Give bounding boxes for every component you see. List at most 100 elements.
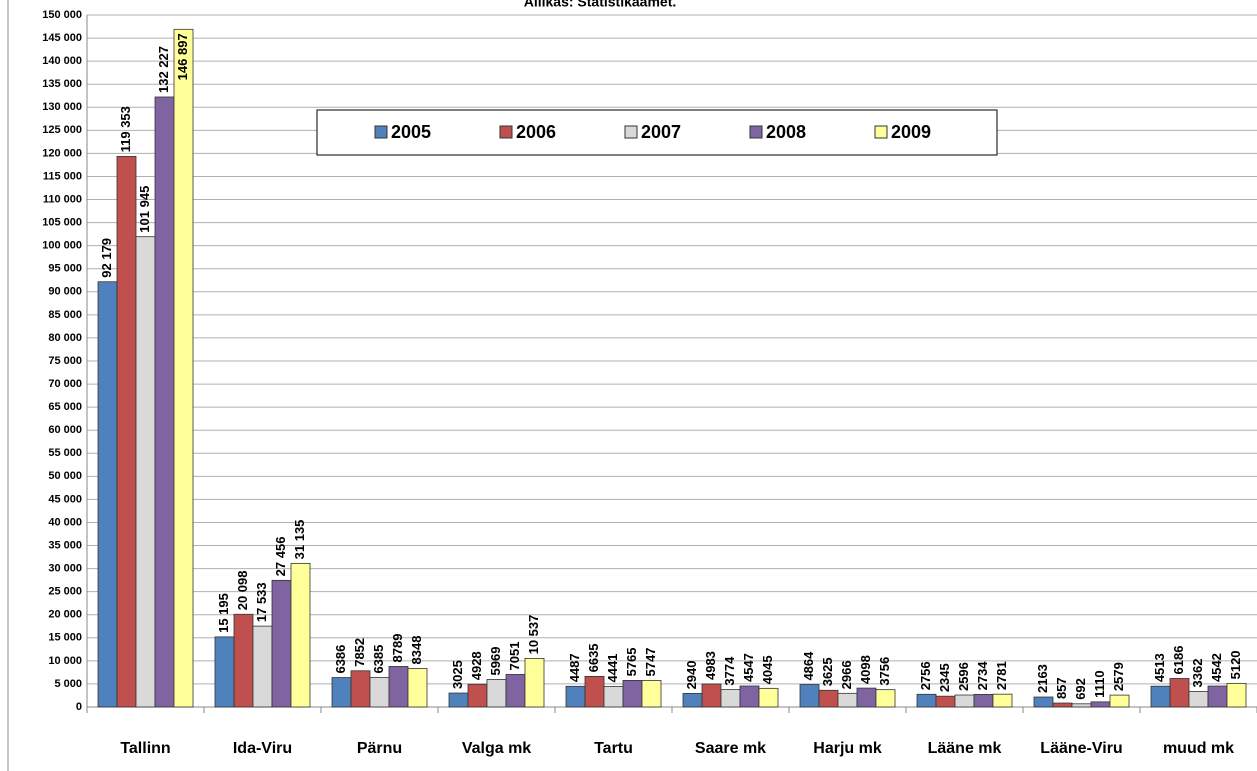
y-tick-label: 105 000 — [42, 217, 82, 229]
data-label: 7852 — [352, 638, 367, 667]
bar — [758, 687, 779, 708]
bar — [992, 693, 1013, 708]
bar — [641, 680, 662, 708]
bar — [584, 675, 605, 708]
data-label: 4513 — [1152, 653, 1167, 682]
bar — [97, 281, 118, 708]
y-tick-label: 100 000 — [42, 240, 82, 252]
bar — [701, 683, 722, 708]
bar — [233, 613, 254, 708]
y-tick-label: 10 000 — [48, 655, 82, 667]
bar — [1071, 703, 1092, 708]
bar — [720, 689, 741, 708]
bar — [1090, 701, 1111, 708]
legend-swatch — [374, 125, 388, 139]
data-label: 6186 — [1171, 646, 1186, 675]
bar — [954, 694, 975, 708]
y-tick-label: 140 000 — [42, 55, 82, 67]
legend-swatch — [874, 125, 888, 139]
data-label: 8789 — [390, 634, 405, 663]
data-label: 101 945 — [137, 186, 152, 233]
bar — [486, 679, 507, 708]
data-label: 31 135 — [292, 520, 307, 560]
y-tick-label: 30 000 — [48, 563, 82, 575]
bar — [331, 677, 352, 708]
chart-frame — [7, 0, 9, 771]
x-tick-label: Tartu — [594, 740, 633, 757]
data-label: 132 227 — [156, 46, 171, 93]
data-label: 10 537 — [526, 615, 541, 655]
x-tick-label: Valga mk — [462, 740, 531, 757]
y-tick-label: 120 000 — [42, 147, 82, 159]
bar — [369, 677, 390, 708]
legend: 2005 2006 2007 2008 2009 — [316, 109, 998, 156]
y-tick-label: 125 000 — [42, 124, 82, 136]
y-tick-label: 115 000 — [43, 170, 82, 182]
bar — [739, 685, 760, 708]
y-tick-label: 35 000 — [48, 539, 82, 551]
bar — [973, 693, 994, 708]
data-label: 3774 — [722, 656, 737, 686]
legend-swatch — [749, 125, 763, 139]
data-label: 4547 — [741, 653, 756, 682]
bar — [875, 689, 896, 708]
bar — [116, 155, 137, 708]
data-label: 4983 — [703, 651, 718, 680]
y-tick-label: 150 000 — [42, 9, 82, 21]
data-label: 2345 — [937, 663, 952, 692]
bar — [1109, 694, 1130, 708]
x-tick-label: Lääne mk — [928, 740, 1002, 757]
x-tick-label: muud mk — [1163, 740, 1234, 757]
legend-label: 2009 — [891, 122, 931, 142]
data-label: 2756 — [918, 661, 933, 690]
bar — [467, 683, 488, 708]
data-label: 92 179 — [99, 238, 114, 278]
data-label: 1110 — [1092, 670, 1107, 698]
bar — [524, 657, 545, 708]
data-label: 2781 — [994, 661, 1009, 690]
data-label: 3625 — [820, 657, 835, 686]
data-label: 4487 — [567, 653, 582, 682]
bar — [252, 625, 273, 708]
y-tick-label: 40 000 — [48, 516, 82, 528]
bar — [1188, 691, 1209, 708]
bar — [856, 687, 877, 708]
bar — [1169, 678, 1190, 708]
data-label: 692 — [1073, 678, 1088, 700]
data-label: 4045 — [760, 655, 775, 684]
data-label: 3756 — [877, 657, 892, 686]
data-label: 5969 — [488, 647, 503, 676]
data-label: 17 533 — [254, 582, 269, 622]
y-tick-label: 110 000 — [43, 193, 82, 205]
data-label: 4542 — [1209, 653, 1224, 682]
data-label: 2734 — [975, 661, 990, 691]
bar — [388, 666, 409, 708]
bar — [799, 684, 820, 708]
bar — [1150, 685, 1171, 708]
bar — [214, 636, 235, 708]
bar — [1052, 702, 1073, 708]
bar — [935, 695, 956, 708]
y-tick-label: 135 000 — [42, 78, 82, 90]
chart-title: Allikas: Statistikaamet. — [524, 0, 677, 10]
y-tick-label: 20 000 — [48, 609, 82, 621]
data-label: 8348 — [409, 636, 424, 665]
y-tick-label: 45 000 — [48, 493, 82, 505]
data-label: 7051 — [507, 642, 522, 671]
data-label: 2579 — [1111, 662, 1126, 691]
y-tick-label: 70 000 — [48, 378, 82, 390]
legend-label: 2007 — [641, 122, 681, 142]
legend-swatch — [499, 125, 513, 139]
data-label: 6386 — [333, 645, 348, 674]
x-tick-label: Pärnu — [357, 740, 402, 757]
bar — [682, 693, 703, 708]
bar — [448, 692, 469, 708]
y-tick-label: 95 000 — [48, 263, 82, 275]
data-label: 20 098 — [235, 571, 250, 611]
bar — [1207, 685, 1228, 708]
data-label: 119 353 — [118, 106, 133, 152]
bar — [1033, 696, 1054, 708]
bar — [603, 686, 624, 708]
y-tick-label: 60 000 — [48, 424, 82, 436]
y-tick-label: 130 000 — [42, 101, 82, 113]
